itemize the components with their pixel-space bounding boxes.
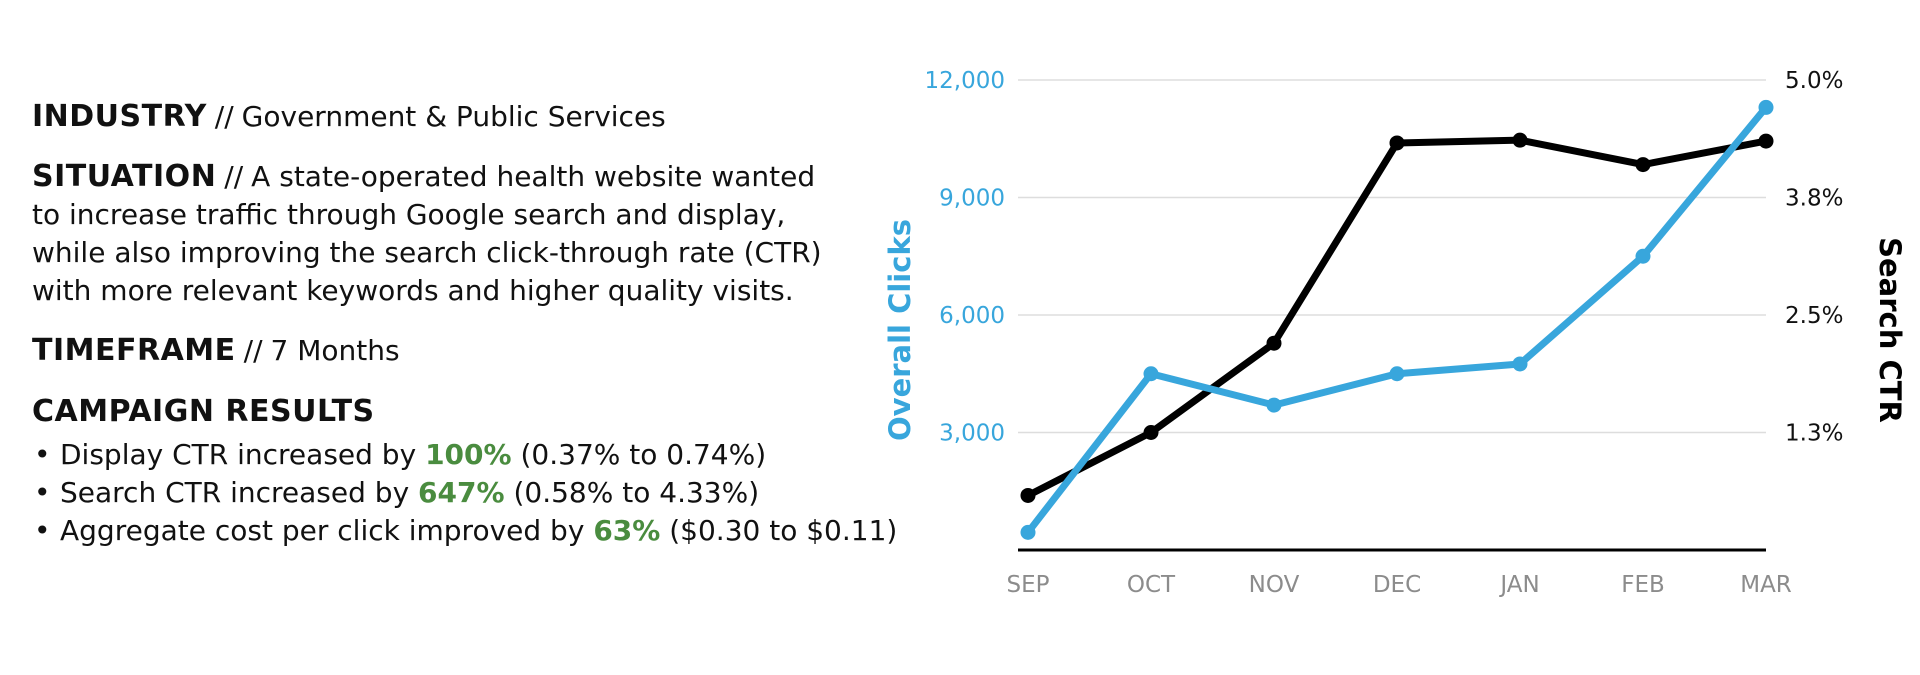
y-right-tick-label: 2.5% bbox=[1785, 303, 1843, 329]
y-right-axis-title: Search CTR bbox=[1873, 237, 1907, 423]
result-highlight: 647% bbox=[418, 476, 505, 509]
industry-text: Government & Public Services bbox=[241, 100, 666, 133]
timeframe-label: TIMEFRAME bbox=[32, 333, 236, 368]
ctr-data-point bbox=[1635, 157, 1651, 173]
ctr-data-point bbox=[1512, 132, 1528, 148]
clicks-data-point bbox=[1512, 356, 1528, 372]
ctr-data-point bbox=[1020, 487, 1036, 503]
ctr-data-point bbox=[1143, 425, 1159, 440]
result-item: Aggregate cost per click improved by 63%… bbox=[32, 512, 897, 550]
industry-label: INDUSTRY bbox=[32, 99, 207, 134]
clicks-series-line bbox=[1024, 103, 1770, 536]
industry-separator: // bbox=[214, 100, 234, 133]
ctr-data-point bbox=[1389, 135, 1405, 151]
result-after: (0.58% to 4.33%) bbox=[513, 476, 760, 509]
result-item: Display CTR increased by 100% (0.37% to … bbox=[32, 436, 852, 474]
x-tick-label: SEP bbox=[1006, 572, 1049, 598]
ctr-data-point bbox=[1266, 335, 1282, 351]
x-tick-label: NOV bbox=[1249, 572, 1300, 598]
result-after: ($0.30 to $0.11) bbox=[669, 514, 898, 547]
case-study-summary: INDUSTRY//Government & Public Services S… bbox=[32, 98, 897, 550]
results-list: Display CTR increased by 100% (0.37% to … bbox=[32, 436, 897, 550]
x-tick-label: DEC bbox=[1373, 572, 1421, 598]
y-right-tick-label: 5.0% bbox=[1785, 68, 1843, 94]
situation-label: SITUATION bbox=[32, 159, 217, 194]
ctr-series-line bbox=[1024, 136, 1770, 499]
situation-text: A state-operated health website wanted t… bbox=[32, 160, 822, 307]
clicks-data-point bbox=[1143, 366, 1159, 382]
result-before: Display CTR increased by bbox=[60, 438, 417, 471]
result-before: Aggregate cost per click improved by bbox=[60, 514, 585, 547]
situation-row: SITUATION//A state-operated health websi… bbox=[32, 158, 852, 310]
clicks-data-point bbox=[1635, 248, 1651, 264]
clicks-data-point bbox=[1020, 524, 1036, 540]
ctr-data-point bbox=[1758, 133, 1774, 149]
results-heading: CAMPAIGN RESULTS bbox=[32, 394, 375, 429]
clicks-data-point bbox=[1266, 397, 1282, 413]
x-tick-label: MAR bbox=[1740, 572, 1792, 598]
industry-row: INDUSTRY//Government & Public Services bbox=[32, 98, 852, 136]
x-tick-label: OCT bbox=[1127, 572, 1176, 598]
y-left-tick-label: 9,000 bbox=[939, 186, 1005, 212]
result-item: Search CTR increased by 647% (0.58% to 4… bbox=[32, 474, 852, 512]
y-left-tick-label: 3,000 bbox=[939, 421, 1005, 447]
result-after: (0.37% to 0.74%) bbox=[520, 438, 767, 471]
timeframe-row: TIMEFRAME//7 Months bbox=[32, 332, 852, 370]
x-tick-label: JAN bbox=[1498, 572, 1539, 598]
result-highlight: 63% bbox=[593, 514, 661, 547]
clicks-data-point bbox=[1758, 99, 1774, 115]
timeframe-separator: // bbox=[243, 334, 263, 367]
y-right-tick-label: 1.3% bbox=[1785, 421, 1843, 447]
y-left-axis-title: Overall Clicks bbox=[883, 219, 917, 441]
x-tick-label: FEB bbox=[1621, 572, 1665, 598]
result-before: Search CTR increased by bbox=[60, 476, 410, 509]
y-left-tick-label: 6,000 bbox=[939, 303, 1005, 329]
timeframe-text: 7 Months bbox=[270, 334, 400, 367]
situation-separator: // bbox=[224, 160, 244, 193]
clicks-data-point bbox=[1389, 366, 1405, 382]
result-highlight: 100% bbox=[425, 438, 512, 471]
y-right-tick-label: 3.8% bbox=[1785, 186, 1843, 212]
y-left-tick-label: 12,000 bbox=[925, 68, 1005, 94]
